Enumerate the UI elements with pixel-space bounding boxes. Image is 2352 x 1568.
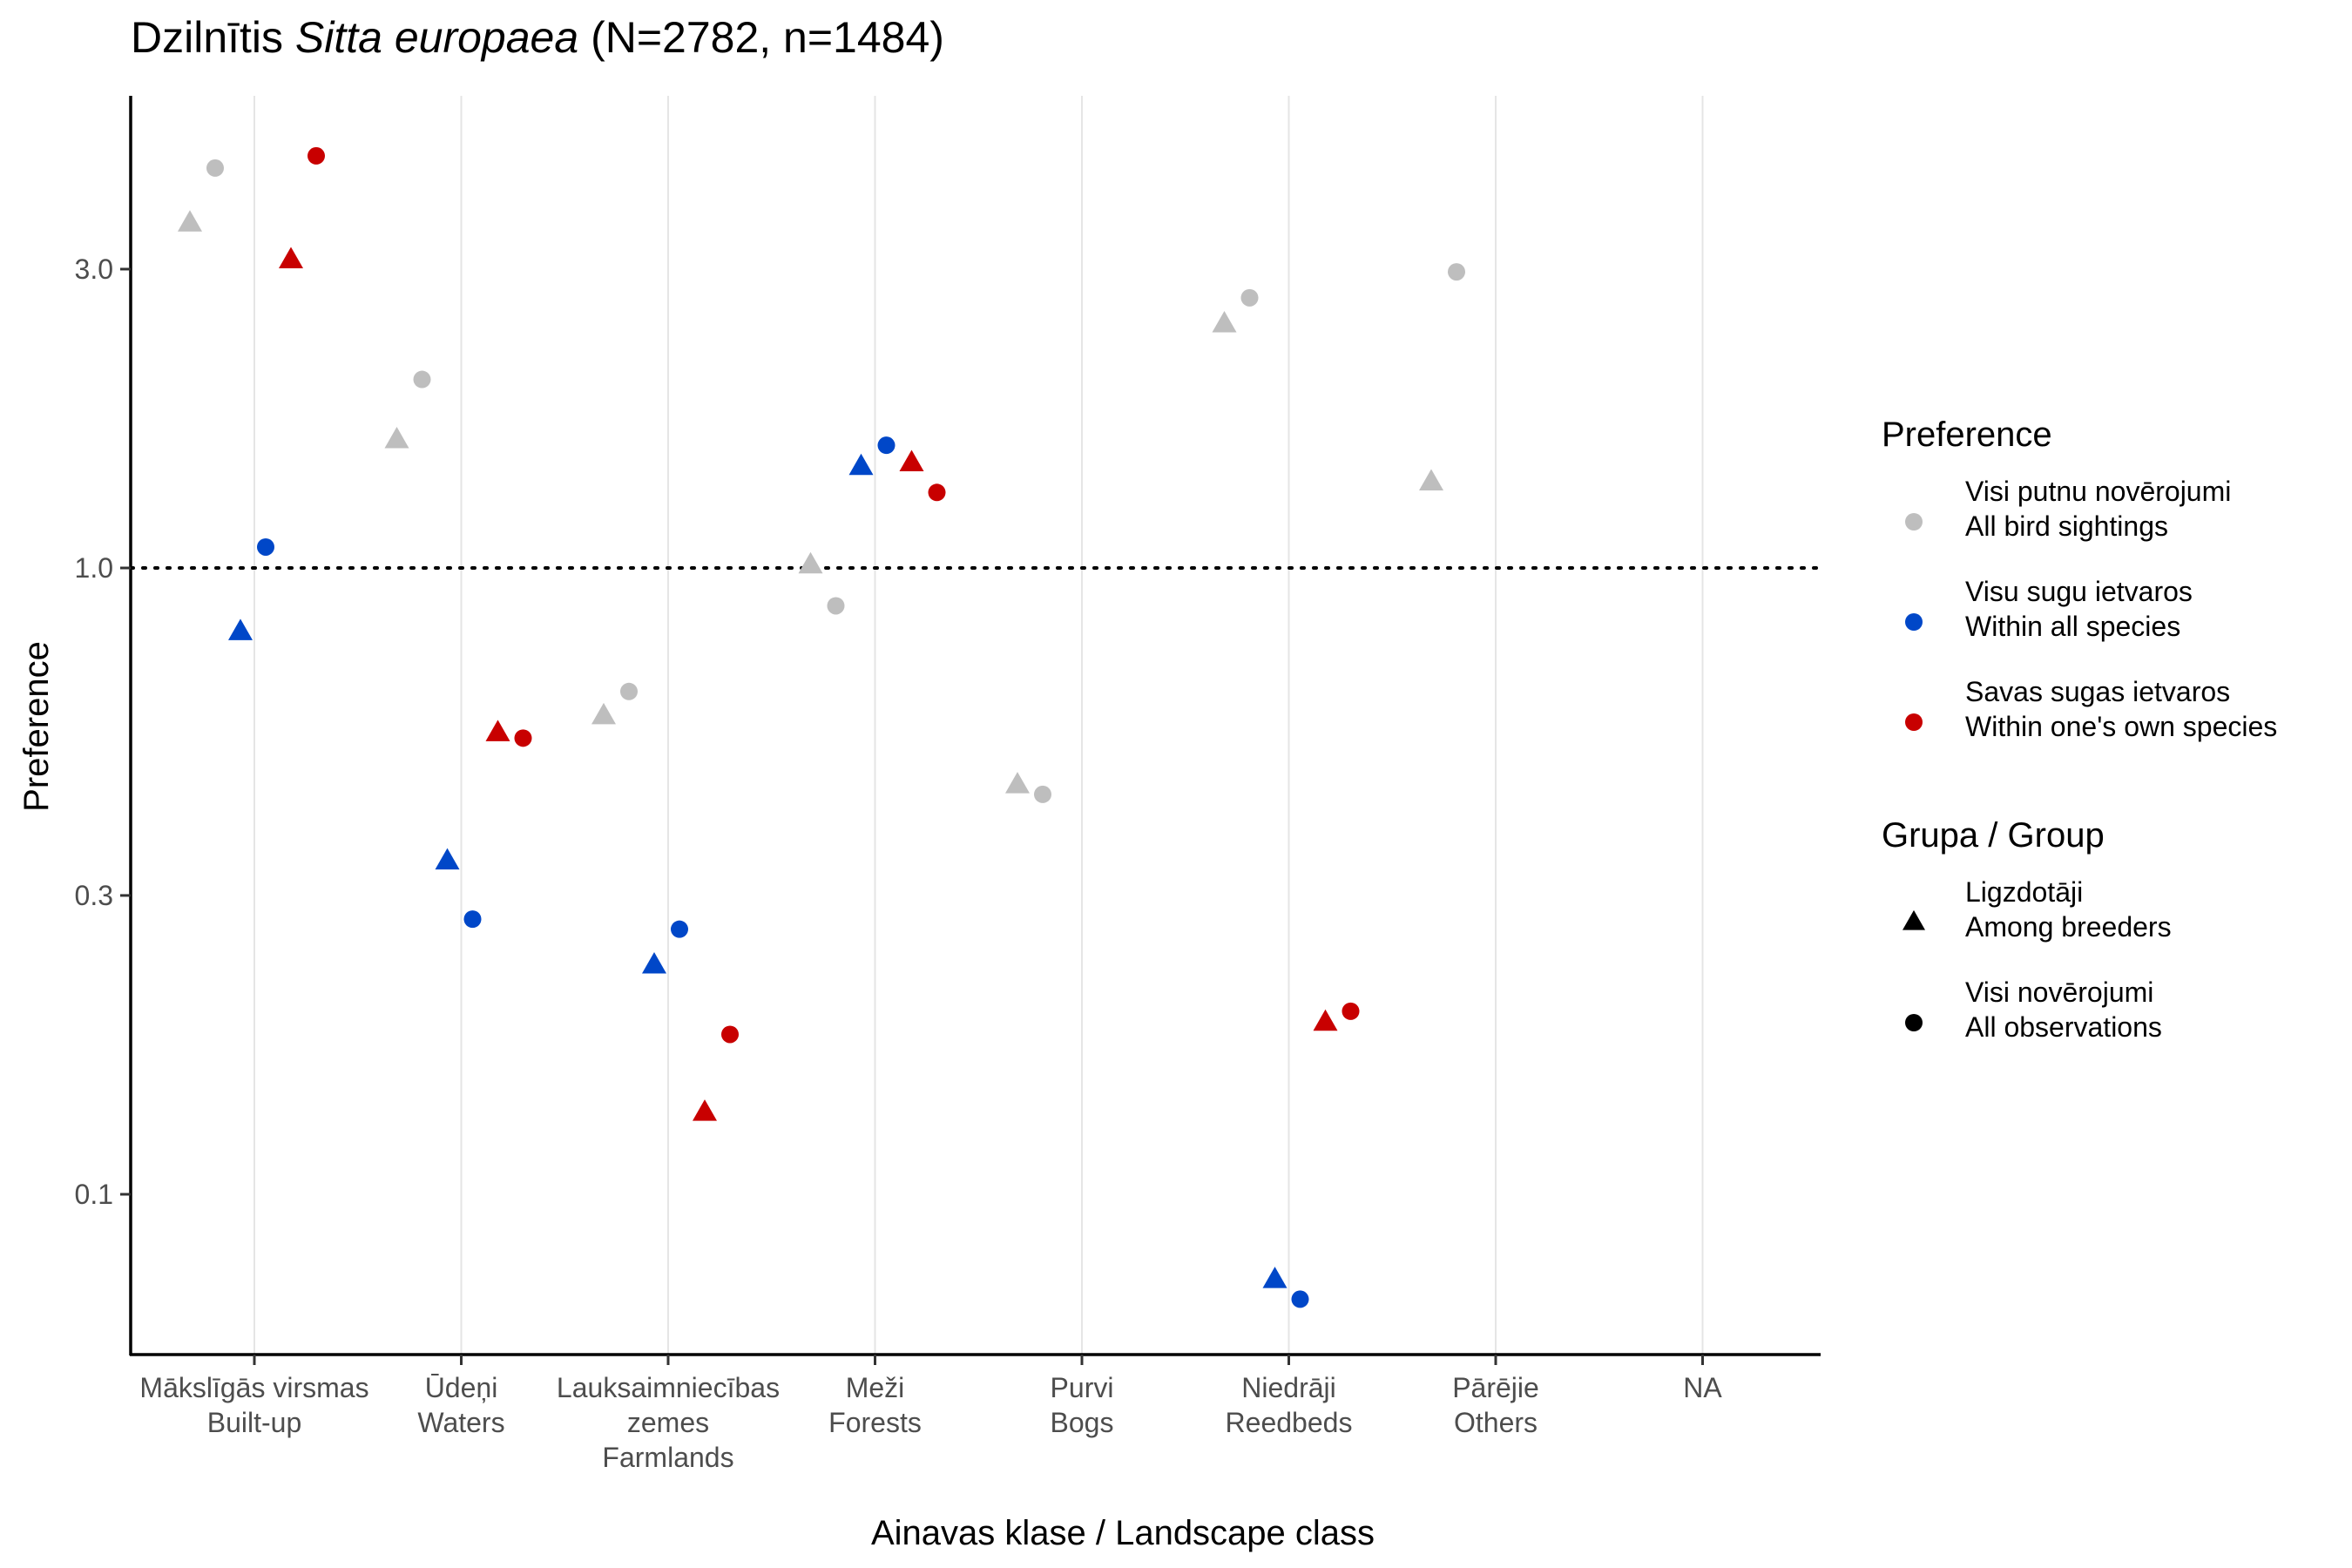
x-tick-label: Pārējie xyxy=(1452,1372,1539,1403)
point-triangle-all_sightings xyxy=(591,703,616,725)
point-circle-own_species xyxy=(515,729,532,747)
point-circle-all_sightings xyxy=(828,597,845,614)
point-circle-all_species xyxy=(1292,1290,1309,1308)
point-circle-own_species xyxy=(308,147,325,165)
y-tick-label: 0.3 xyxy=(75,880,113,911)
data-points xyxy=(178,147,1465,1308)
point-circle-own_species xyxy=(1342,1003,1360,1020)
legend-label-line1: Visi novērojumi xyxy=(1965,977,2153,1008)
point-circle-own_species xyxy=(929,483,946,501)
x-tick-label: Waters xyxy=(417,1407,504,1438)
y-tick-label: 1.0 xyxy=(75,552,113,584)
x-tick-label: Bogs xyxy=(1051,1407,1114,1438)
legend-label-line1: Ligzdotāji xyxy=(1965,876,2083,908)
legend-key-circle xyxy=(1905,1014,1923,1031)
legend-label-line2: Within all species xyxy=(1965,611,2180,642)
point-triangle-own_species xyxy=(486,720,510,741)
x-tick-label: Built-up xyxy=(207,1407,302,1438)
legend-label-line1: Visi putnu novērojumi xyxy=(1965,476,2231,507)
y-axis-title: Preference xyxy=(17,641,56,812)
point-circle-all_species xyxy=(464,910,482,928)
legend-label-line1: Savas sugas ietvaros xyxy=(1965,676,2230,707)
legend-key-triangle xyxy=(1903,910,1925,930)
point-circle-all_sightings xyxy=(1448,263,1465,280)
point-circle-all_species xyxy=(257,538,274,556)
point-triangle-all_sightings xyxy=(178,210,202,231)
x-tick-label: Farmlands xyxy=(602,1442,733,1473)
point-triangle-all_sightings xyxy=(385,427,409,449)
point-circle-all_sightings xyxy=(206,159,224,177)
x-axis-title: Ainavas klase / Landscape class xyxy=(871,1514,1375,1552)
point-triangle-all_species xyxy=(228,618,253,640)
point-triangle-all_sightings xyxy=(799,552,823,574)
legend-title: Preference xyxy=(1882,416,2052,454)
point-triangle-all_sightings xyxy=(1213,311,1237,333)
legend-key-circle xyxy=(1905,613,1923,631)
x-tick-label: Niedrāji xyxy=(1241,1372,1335,1403)
y-tick-label: 0.1 xyxy=(75,1179,113,1210)
point-triangle-all_species xyxy=(642,952,666,974)
axes xyxy=(130,96,1821,1355)
title-prefix: Dzilnītis xyxy=(131,13,295,62)
title-species: Sitta europaea xyxy=(295,13,578,62)
x-tick-label: NA xyxy=(1683,1372,1722,1403)
title-suffix: (N=2782, n=1484) xyxy=(578,13,944,62)
point-triangle-all_species xyxy=(436,848,460,870)
legend-label-line2: All observations xyxy=(1965,1011,2162,1043)
point-circle-all_sightings xyxy=(1034,786,1051,803)
x-tick-label: Forests xyxy=(828,1407,922,1438)
legend-label-line2: All bird sightings xyxy=(1965,510,2168,542)
chart-title: Dzilnītis Sitta europaea (N=2782, n=1484… xyxy=(131,13,944,62)
legend-title: Grupa / Group xyxy=(1882,816,2105,855)
point-triangle-all_species xyxy=(849,454,874,476)
x-tick-label: Others xyxy=(1454,1407,1538,1438)
x-tick-label: zemes xyxy=(627,1407,709,1438)
legend-key-circle xyxy=(1905,513,1923,531)
x-tick-label: Mākslīgās virsmas xyxy=(139,1372,368,1403)
legend-label-line1: Visu sugu ietvaros xyxy=(1965,576,2193,607)
x-tick-label: Reedbeds xyxy=(1226,1407,1353,1438)
x-axis-ticks: Mākslīgās virsmas Built-up Ūdeņi Waters Lauk… xyxy=(139,1355,1722,1473)
point-triangle-all_species xyxy=(1263,1267,1288,1288)
x-tick-label: Lauksaimniecības xyxy=(557,1372,780,1403)
x-tick-label: Ūdeņi xyxy=(425,1372,498,1403)
legend-label-line2: Within one's own species xyxy=(1965,711,2277,742)
point-triangle-own_species xyxy=(279,247,303,269)
y-axis-ticks: 0.1 0.3 1.0 3.0 xyxy=(75,253,131,1210)
point-triangle-all_sightings xyxy=(1005,772,1030,794)
point-triangle-all_sightings xyxy=(1419,470,1443,491)
point-circle-all_species xyxy=(878,436,896,454)
point-circle-all_sightings xyxy=(1241,289,1259,307)
point-triangle-own_species xyxy=(900,450,924,472)
grid-lines xyxy=(254,96,1703,1355)
point-triangle-own_species xyxy=(693,1099,717,1121)
x-tick-label: Meži xyxy=(846,1372,905,1403)
x-tick-label: Purvi xyxy=(1051,1372,1114,1403)
y-tick-label: 3.0 xyxy=(75,253,113,285)
legend-label-line2: Among breeders xyxy=(1965,911,2172,943)
point-circle-own_species xyxy=(721,1025,739,1043)
point-circle-all_sightings xyxy=(414,371,431,389)
legend-key-circle xyxy=(1905,713,1923,731)
point-triangle-own_species xyxy=(1314,1010,1338,1031)
point-circle-all_species xyxy=(671,921,688,938)
point-circle-all_sightings xyxy=(620,683,638,700)
